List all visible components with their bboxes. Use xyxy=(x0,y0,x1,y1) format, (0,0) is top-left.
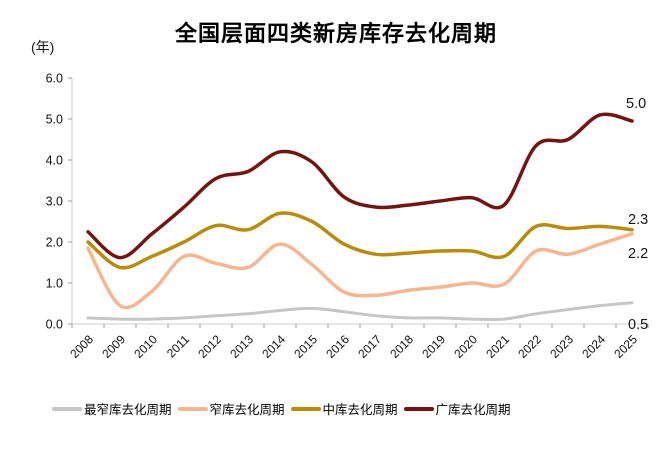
y-tick-label: 5.0 xyxy=(46,113,63,127)
x-tick-label: 2014 xyxy=(259,332,288,361)
y-tick-label: 4.0 xyxy=(46,154,63,168)
legend-item-label: 中库去化周期 xyxy=(322,403,398,417)
legend-item-0: 最窄库去化周期 xyxy=(52,399,172,418)
legend-item-label: 窄库去化周期 xyxy=(209,403,285,417)
y-tick-label: 3.0 xyxy=(46,195,63,209)
chart-title: 全国层面四类新房库存去化周期 xyxy=(174,21,497,46)
y-tick-label: 2.0 xyxy=(46,236,63,250)
legend-item-label: 广库去化周期 xyxy=(435,403,511,417)
y-tick-label: 6.0 xyxy=(46,72,63,86)
series-end-label: 2.2 xyxy=(628,246,648,262)
legend-swatch-icon xyxy=(52,406,82,411)
x-tick-label: 2023 xyxy=(547,332,576,361)
x-tick-label: 2011 xyxy=(164,332,192,360)
x-tick-label: 2018 xyxy=(387,332,416,361)
x-tick-label: 2012 xyxy=(195,332,224,361)
series-end-label: 2.3 xyxy=(628,212,648,228)
x-tick-label: 2015 xyxy=(291,332,320,361)
series-end-label: 5.0 xyxy=(626,96,646,112)
y-axis-unit-label: (年) xyxy=(31,39,55,55)
x-tick-label: 2024 xyxy=(579,332,608,361)
series-end-label: 0.5 xyxy=(628,317,648,333)
x-tick-label: 2020 xyxy=(451,332,480,361)
series-line-1 xyxy=(86,232,634,310)
legend-item-2: 中库去化周期 xyxy=(290,399,398,418)
legend-swatch-icon xyxy=(290,406,321,411)
x-tick-label: 2022 xyxy=(515,332,544,361)
series-line-2 xyxy=(86,211,634,270)
legend-item-label: 最窄库去化周期 xyxy=(84,403,172,417)
x-tick-label: 2009 xyxy=(99,332,128,361)
x-tick-label: 2016 xyxy=(323,332,352,361)
x-tick-label: 2019 xyxy=(419,332,448,361)
x-tick-label: 2021 xyxy=(483,332,512,361)
legend-item-1: 窄库去化周期 xyxy=(177,399,285,418)
legend-swatch-icon xyxy=(403,406,434,411)
series-line-0 xyxy=(86,301,634,322)
y-tick-label: 1.0 xyxy=(46,277,63,291)
x-tick-label: 2008 xyxy=(67,332,96,361)
x-tick-label: 2017 xyxy=(355,332,384,361)
x-tick-label: 2010 xyxy=(131,332,160,361)
x-tick-label: 2025 xyxy=(611,332,640,361)
legend-swatch-icon xyxy=(177,406,208,411)
legend-item-3: 广库去化周期 xyxy=(403,399,511,418)
x-tick-label: 2013 xyxy=(227,332,256,361)
series-line-3 xyxy=(86,112,634,260)
y-tick-label: 0.0 xyxy=(46,318,63,332)
legend: 最窄库去化周期 窄库去化周期 中库去化周期 广库去化周期 xyxy=(52,399,517,418)
